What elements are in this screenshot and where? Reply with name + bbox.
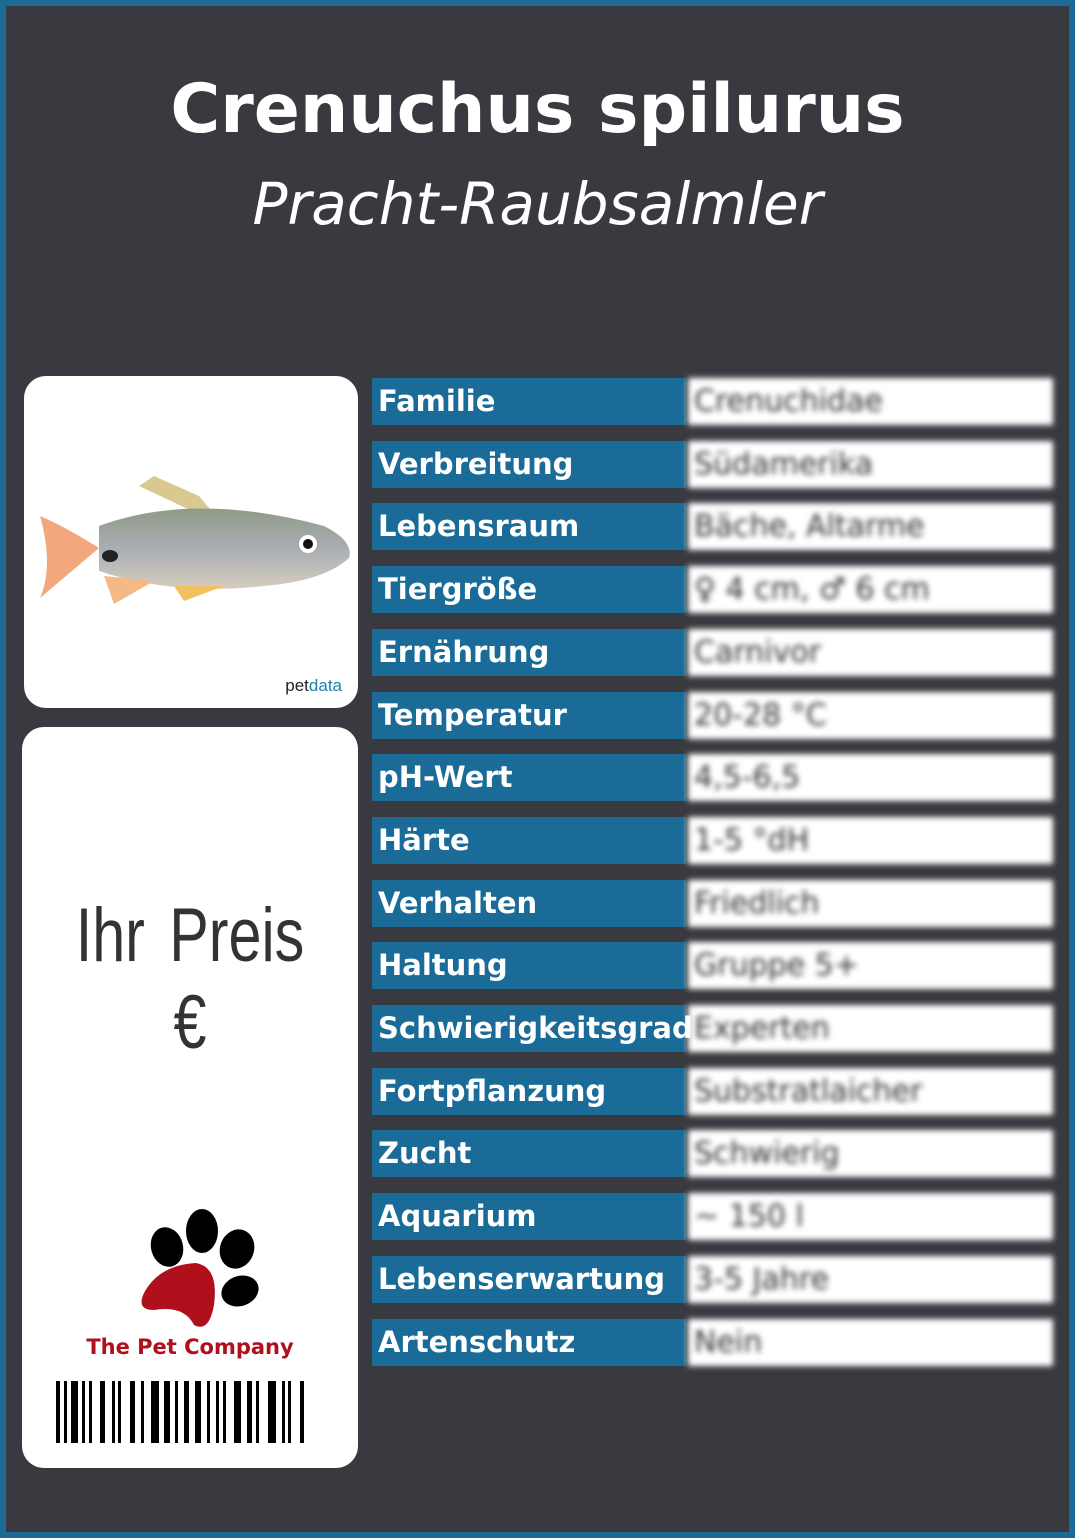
barcode-bar [195, 1381, 201, 1443]
fact-value: Friedlich [688, 879, 1053, 927]
fact-value: Südamerika [688, 440, 1053, 488]
barcode-bar [288, 1381, 291, 1443]
watermark-data: data [308, 676, 342, 695]
common-name: Pracht-Raubsalmler [252, 170, 823, 238]
fact-row: Zucht Schwierig [372, 1130, 1053, 1178]
barcode-bar [71, 1381, 78, 1443]
fact-row: pH-Wert 4,5-6,5 [372, 754, 1053, 802]
fact-value: Bäche, Altarme [688, 503, 1053, 551]
barcode-bar [130, 1381, 135, 1443]
barcode-bar [112, 1381, 115, 1443]
barcode-bar [175, 1381, 178, 1443]
barcode-bar [89, 1381, 92, 1443]
fact-value: 3-5 Jahre [688, 1255, 1053, 1303]
species-title: Crenuchus spilurus [170, 70, 905, 149]
fact-row: Tiergröße ♀ 4 cm, ♂ 6 cm [372, 566, 1053, 614]
fact-value: Experten [688, 1005, 1053, 1052]
fish-photo [40, 476, 350, 604]
paw-icon [141, 1209, 259, 1327]
fact-value: Crenuchidae [688, 378, 1053, 425]
barcode-bar [100, 1381, 105, 1443]
barcode-bar [223, 1381, 226, 1443]
fact-label: Familie [372, 378, 686, 425]
fact-row: Familie Crenuchidae [372, 378, 1053, 425]
fact-value: Schwierig [688, 1130, 1053, 1178]
barcode-bar [300, 1381, 304, 1443]
fact-value: 4,5-6,5 [688, 754, 1053, 802]
fact-label: Verhalten [372, 879, 686, 927]
fact-label: Tiergröße [372, 566, 686, 614]
barcode-bar [207, 1381, 210, 1443]
barcode-bar [268, 1381, 276, 1443]
fact-label: Aquarium [372, 1193, 686, 1241]
fact-label: Lebensraum [372, 503, 686, 551]
barcode [56, 1381, 304, 1443]
fact-row: Ernährung Carnivor [372, 628, 1053, 676]
fact-row: Lebenserwartung 3-5 Jahre [372, 1255, 1053, 1303]
watermark-pet: pet [285, 676, 309, 695]
barcode-bar [64, 1381, 67, 1443]
fact-label: Schwierigkeitsgrad [372, 1005, 693, 1052]
barcode-bar [82, 1381, 85, 1443]
fact-label: pH-Wert [372, 754, 686, 802]
barcode-bar [56, 1381, 60, 1443]
barcode-bar [256, 1381, 259, 1443]
fact-label: Haltung [372, 942, 686, 990]
barcode-bar [151, 1381, 159, 1443]
fact-value: Carnivor [688, 628, 1053, 676]
fact-label: Härte [372, 816, 686, 864]
fact-row: Verhalten Friedlich [372, 879, 1053, 927]
price-label: Ihr Preis € [75, 893, 305, 1065]
fact-value: ♀ 4 cm, ♂ 6 cm [688, 566, 1053, 614]
barcode-bar [141, 1381, 144, 1443]
fact-row: Lebensraum Bäche, Altarme [372, 503, 1053, 551]
barcode-bar [118, 1381, 121, 1443]
fact-value: Substratlaicher [688, 1067, 1053, 1115]
fact-row: Aquarium ~ 150 l [372, 1193, 1053, 1241]
fact-label: Verbreitung [372, 440, 686, 488]
fact-label: Ernährung [372, 628, 686, 676]
fact-value: 1-5 °dH [688, 816, 1053, 864]
barcode-bar [164, 1381, 170, 1443]
fact-value: Nein [688, 1318, 1053, 1366]
fact-row: Schwierigkeitsgrad Experten [372, 1005, 1053, 1052]
barcode-bar [234, 1381, 241, 1443]
price-card: Ihr Preis € The Pet Company [22, 727, 358, 1468]
fact-row: Temperatur 20-28 °C [372, 691, 1053, 739]
barcode-bar [282, 1381, 285, 1443]
fact-label: Fortpflanzung [372, 1067, 686, 1115]
barcode-bar [247, 1381, 252, 1443]
fact-label: Lebenserwartung [372, 1255, 686, 1303]
fact-value: 20-28 °C [688, 691, 1053, 739]
fact-row: Verbreitung Südamerika [372, 440, 1053, 488]
fact-label: Artenschutz [372, 1318, 686, 1366]
image-card: petdata [24, 376, 358, 708]
fact-label: Zucht [372, 1130, 686, 1178]
fact-row: Artenschutz Nein [372, 1318, 1053, 1366]
fact-value: Gruppe 5+ [688, 942, 1053, 990]
barcode-bar [216, 1381, 219, 1443]
fact-row: Haltung Gruppe 5+ [372, 942, 1053, 990]
fact-label: Temperatur [372, 691, 686, 739]
fact-row: Fortpflanzung Substratlaicher [372, 1067, 1053, 1115]
fact-value: ~ 150 l [688, 1193, 1053, 1241]
company-name: The Pet Company [86, 1335, 294, 1359]
fact-row: Härte 1-5 °dH [372, 816, 1053, 864]
barcode-bar [184, 1381, 189, 1443]
petdata-watermark: petdata [285, 676, 342, 696]
